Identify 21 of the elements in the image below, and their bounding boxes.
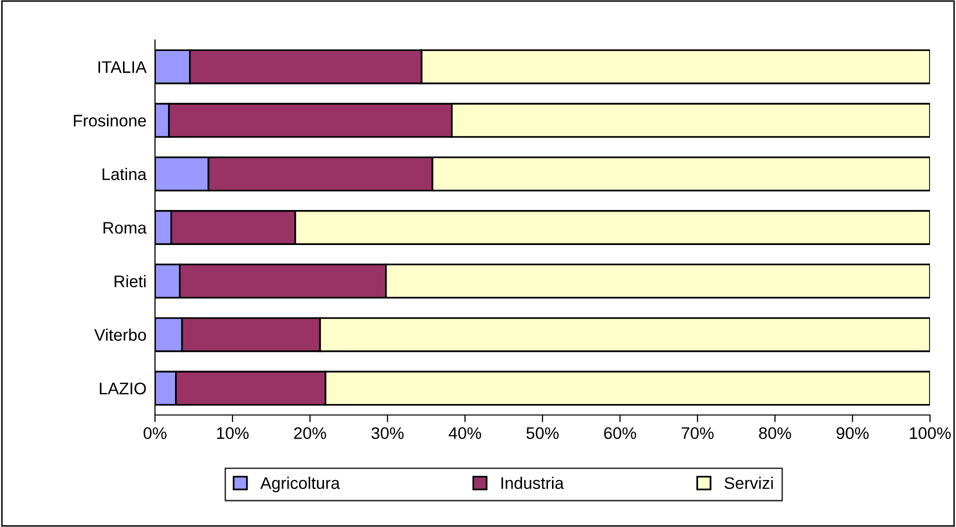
x-tick-label: 40% (448, 427, 482, 440)
y-tick-label: Rieti (114, 275, 146, 288)
x-tick-label: 90% (836, 427, 869, 440)
y-tick-label: Frosinone (74, 114, 146, 127)
legend-label: Agricoltura (260, 476, 340, 492)
y-tick-label: Viterbo (94, 328, 146, 341)
legend-label: Industria (501, 476, 564, 489)
x-tick-label: 50% (526, 427, 559, 440)
x-tick-label: 0% (144, 427, 166, 440)
y-tick-label: ITALIA (98, 61, 147, 73)
y-tick-label: Roma (104, 222, 147, 234)
x-tick-label: 60% (604, 427, 636, 440)
y-tick-label: Latina (102, 168, 147, 180)
x-tick-label: 10% (217, 427, 249, 440)
x-tick-label: 70% (682, 427, 714, 440)
x-tick-label: 20% (294, 427, 326, 440)
x-tick-label: 80% (759, 427, 792, 440)
legend-label: Servizi (724, 476, 773, 489)
x-tick-label: 100% (910, 427, 951, 440)
y-tick-label: LAZIO (100, 382, 146, 394)
x-tick-label: 30% (371, 427, 404, 440)
